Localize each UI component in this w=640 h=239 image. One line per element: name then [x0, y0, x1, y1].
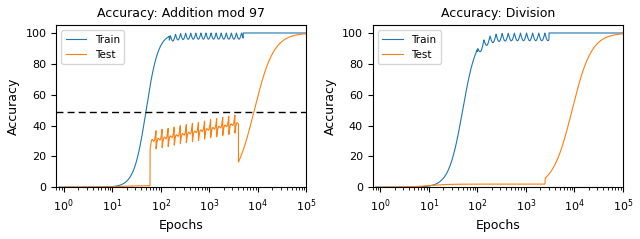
- Title: Accuracy: Division: Accuracy: Division: [441, 7, 555, 20]
- X-axis label: Epochs: Epochs: [159, 219, 204, 232]
- X-axis label: Epochs: Epochs: [476, 219, 520, 232]
- Test: [204, 128, 211, 130]
- Test: [466, 183, 474, 185]
- Test: [259, 79, 266, 81]
- Line: Test: Test: [376, 34, 623, 187]
- Test: [619, 32, 627, 35]
- Train: [216, 36, 223, 39]
- Line: Train: Train: [59, 33, 307, 187]
- Test: [520, 183, 527, 185]
- Test: [532, 183, 540, 185]
- Test: [216, 126, 223, 129]
- Train: [150, 67, 157, 70]
- Test: [556, 151, 564, 154]
- Train: [372, 186, 380, 189]
- Train: [303, 32, 310, 34]
- Test: [575, 83, 582, 86]
- Train: [259, 32, 266, 34]
- Train: [619, 32, 627, 34]
- Train: [556, 32, 564, 34]
- Train: [575, 32, 582, 34]
- Line: Test: Test: [59, 34, 307, 187]
- Train: [417, 185, 424, 188]
- Train: [520, 39, 527, 42]
- Test: [372, 186, 380, 189]
- Test: [100, 185, 108, 188]
- Y-axis label: Accuracy: Accuracy: [323, 77, 337, 135]
- Test: [303, 32, 310, 35]
- Line: Train: Train: [376, 33, 623, 187]
- Train: [532, 39, 540, 42]
- Train: [204, 36, 211, 39]
- Train: [55, 186, 63, 189]
- Test: [239, 148, 247, 151]
- Train: [239, 32, 247, 34]
- Test: [417, 185, 424, 188]
- Train: [100, 186, 108, 189]
- Title: Accuracy: Addition mod 97: Accuracy: Addition mod 97: [97, 7, 265, 20]
- Y-axis label: Accuracy: Accuracy: [7, 77, 20, 135]
- Legend: Train, Test: Train, Test: [378, 31, 440, 64]
- Test: [150, 140, 157, 142]
- Test: [55, 186, 63, 189]
- Train: [466, 71, 474, 74]
- Legend: Train, Test: Train, Test: [61, 31, 124, 64]
